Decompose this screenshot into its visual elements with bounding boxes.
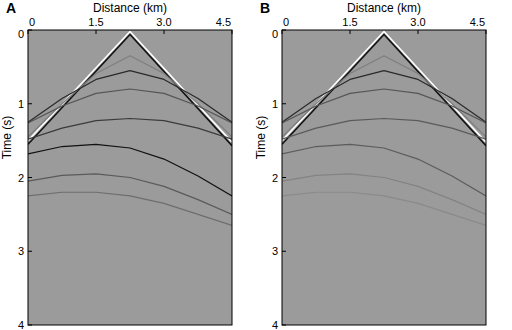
x-tick bbox=[28, 30, 29, 34]
x-tick-label: 4.5 bbox=[216, 16, 231, 28]
frame bbox=[28, 30, 232, 325]
panel: 0 1.5 3.0 4.5 0 1 2 3 4 A Distance (km) Time (s) bbox=[0, 0, 232, 330]
x-tick-label: 0 bbox=[283, 16, 289, 28]
y-axis-label: Time (s) bbox=[0, 116, 14, 160]
event-line bbox=[282, 89, 486, 123]
y-tick-label: 1 bbox=[18, 98, 24, 110]
events bbox=[28, 31, 232, 225]
y-axis-label: Time (s) bbox=[254, 116, 268, 160]
event-line bbox=[282, 34, 486, 145]
x-tick-label: 1.5 bbox=[88, 16, 103, 28]
event-line bbox=[28, 174, 232, 215]
y-tick-label: 0 bbox=[18, 28, 24, 40]
x-tick-label: 1.5 bbox=[342, 16, 357, 28]
y-tick bbox=[28, 103, 32, 104]
x-tick bbox=[486, 30, 487, 34]
event-line bbox=[28, 56, 232, 137]
event-line bbox=[28, 144, 232, 196]
frame bbox=[282, 30, 486, 325]
panel: 0 1.5 3.0 4.5 0 1 2 3 4 B Distance (km) Time (s) bbox=[254, 0, 486, 330]
plot-background bbox=[282, 30, 486, 325]
event-line bbox=[282, 31, 486, 142]
x-tick-label: 3.0 bbox=[156, 16, 171, 28]
y-tick-label: 1 bbox=[272, 98, 278, 110]
plot-background bbox=[28, 30, 232, 325]
event-line bbox=[282, 174, 486, 215]
x-tick bbox=[418, 30, 419, 34]
event-line bbox=[28, 34, 232, 145]
x-tick-label: 0 bbox=[29, 16, 35, 28]
x-axis-label: Distance (km) bbox=[93, 1, 167, 15]
y-tick bbox=[282, 325, 286, 326]
events bbox=[282, 31, 486, 225]
y-tick bbox=[28, 177, 32, 178]
event-line bbox=[282, 192, 486, 225]
y-tick-label: 4 bbox=[18, 319, 24, 330]
event-line bbox=[28, 71, 232, 123]
y-tick bbox=[282, 103, 286, 104]
panel-label: A bbox=[6, 0, 16, 16]
y-tick-label: 3 bbox=[272, 245, 278, 257]
x-tick-label: 3.0 bbox=[410, 16, 425, 28]
x-tick bbox=[164, 30, 165, 34]
panel-label: B bbox=[260, 0, 270, 16]
x-tick bbox=[232, 30, 233, 34]
figure: 0 1.5 3.0 4.5 0 1 2 3 4 A Distance (km) Time (s) 0 1.… bbox=[0, 0, 512, 330]
x-tick-label: 4.5 bbox=[470, 16, 485, 28]
y-tick-label: 0 bbox=[272, 28, 278, 40]
event-line bbox=[28, 119, 232, 140]
y-tick-label: 3 bbox=[18, 245, 24, 257]
event-line bbox=[28, 192, 232, 225]
event-line bbox=[282, 71, 486, 123]
x-axis-label: Distance (km) bbox=[347, 1, 421, 15]
y-tick bbox=[282, 177, 286, 178]
y-tick-label: 2 bbox=[18, 172, 24, 184]
x-tick bbox=[282, 30, 283, 34]
y-tick-label: 4 bbox=[272, 319, 278, 330]
event-line bbox=[28, 89, 232, 123]
y-tick-label: 2 bbox=[272, 172, 278, 184]
y-tick bbox=[28, 30, 32, 31]
x-tick bbox=[350, 30, 351, 34]
y-tick bbox=[28, 325, 32, 326]
y-tick bbox=[28, 251, 32, 252]
event-line bbox=[28, 31, 232, 142]
event-line bbox=[282, 119, 486, 140]
event-line bbox=[282, 56, 486, 137]
y-tick bbox=[282, 251, 286, 252]
event-line bbox=[282, 144, 486, 196]
x-tick bbox=[96, 30, 97, 34]
y-tick bbox=[282, 30, 286, 31]
